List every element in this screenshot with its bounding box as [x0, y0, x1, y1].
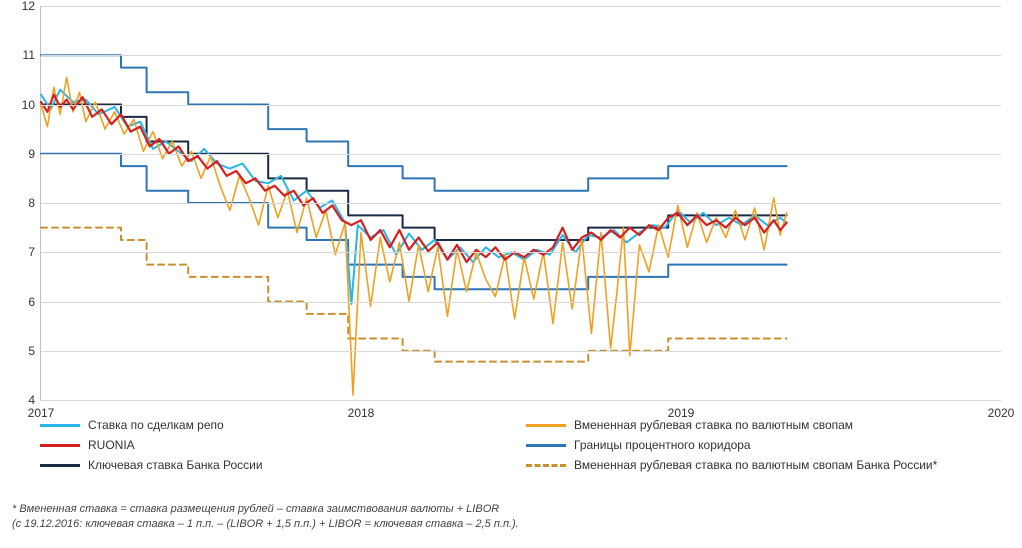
legend-swatch — [526, 424, 566, 427]
x-tick-label: 2018 — [348, 400, 375, 420]
x-tick-label: 2017 — [28, 400, 55, 420]
series-fx-swap-implied — [41, 77, 787, 395]
y-tick-label: 8 — [28, 196, 41, 210]
gridline — [41, 55, 1001, 56]
legend-label: Ставка по сделкам репо — [88, 418, 224, 432]
legend-label: Границы процентного коридора — [574, 438, 751, 452]
gridline — [41, 302, 1001, 303]
y-tick-label: 9 — [28, 147, 41, 161]
gridline — [41, 105, 1001, 106]
legend-swatch — [526, 444, 566, 447]
gridline — [41, 6, 1001, 7]
legend-label: Ключевая ставка Банка России — [88, 458, 263, 472]
legend-item-repo-rate: Ставка по сделкам репо — [40, 418, 526, 432]
plot-area: 4567891011122017201820192020 — [40, 6, 1001, 401]
legend-item-cbr-fx-swap: Вмененная рублевая ставка по валютным св… — [526, 458, 1012, 472]
series-cbr-fx-swap — [41, 228, 787, 362]
y-tick-label: 10 — [22, 98, 41, 112]
legend-swatch — [40, 424, 80, 427]
legend-swatch — [40, 444, 80, 447]
y-tick-label: 7 — [28, 245, 41, 259]
footnote-line: (с 19.12.2016: ключевая ставка – 1 п.п. … — [12, 517, 1012, 532]
series-corridor-upper — [41, 55, 787, 190]
legend-label: Вмененная рублевая ставка по валютным св… — [574, 458, 937, 472]
legend: Ставка по сделкам репо RUONIA Ключевая ста… — [40, 418, 1012, 472]
legend-label: RUONIA — [88, 438, 135, 452]
legend-item-corridor-upper: Границы процентного коридора — [526, 438, 1012, 452]
y-tick-label: 5 — [28, 344, 41, 358]
x-tick-label: 2020 — [988, 400, 1015, 420]
legend-item-ruonia: RUONIA — [40, 438, 526, 452]
legend-swatch — [40, 464, 80, 467]
y-tick-label: 12 — [22, 0, 41, 13]
rate-chart: 4567891011122017201820192020 Ставка по с… — [0, 0, 1022, 548]
legend-item-key-rate: Ключевая ставка Банка России — [40, 458, 526, 472]
gridline — [41, 252, 1001, 253]
gridline — [41, 154, 1001, 155]
y-tick-label: 11 — [23, 48, 41, 62]
y-tick-label: 6 — [28, 295, 41, 309]
legend-item-fx-swap-implied: Вмененная рублевая ставка по валютным св… — [526, 418, 1012, 432]
legend-label: Вмененная рублевая ставка по валютным св… — [574, 418, 853, 432]
gridline — [41, 400, 1001, 401]
gridline — [41, 351, 1001, 352]
footnote-line: * Вмененная ставка = ставка размещения р… — [12, 502, 1012, 517]
legend-swatch — [526, 464, 566, 467]
x-tick-label: 2019 — [668, 400, 695, 420]
footnote: * Вмененная ставка = ставка размещения р… — [12, 502, 1012, 532]
gridline — [41, 203, 1001, 204]
